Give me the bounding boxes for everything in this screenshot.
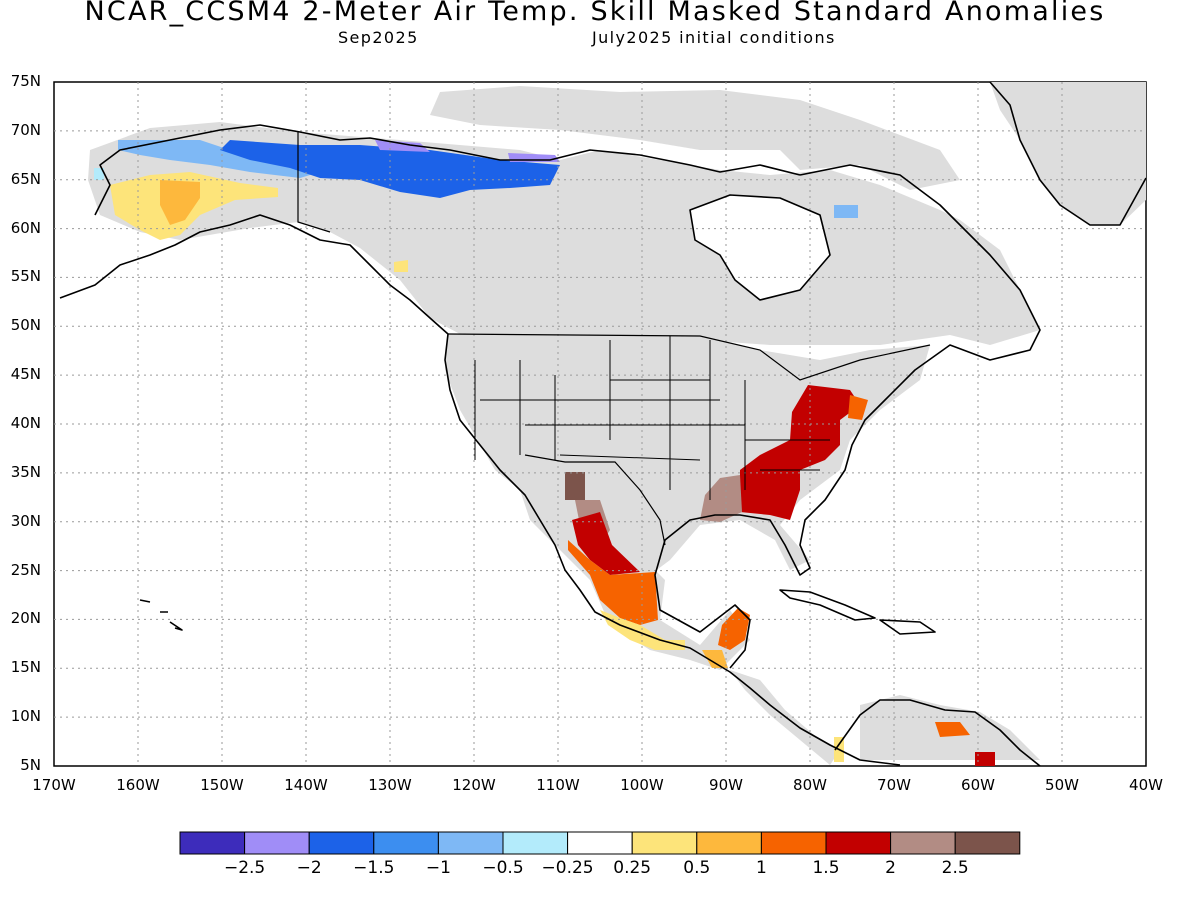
coastline-greenland xyxy=(989,81,1147,226)
anom-alaska-light-blue xyxy=(118,140,320,178)
lat-tick-label: 50N xyxy=(10,316,41,335)
mask-arctic-archipelago xyxy=(430,86,960,190)
anom-sa-red xyxy=(975,752,995,766)
political-borders xyxy=(297,132,931,546)
anom-southeast-red xyxy=(740,385,860,520)
anom-mexico-red xyxy=(572,512,640,575)
lon-tick-label: 60W xyxy=(961,776,995,794)
lat-tick-label: 45N xyxy=(10,365,41,384)
anom-mackenzie-purple xyxy=(375,140,430,152)
mask-greenland xyxy=(990,82,1146,225)
lat-lon-grid xyxy=(54,82,1146,766)
colorbar-tick-label: 0.5 xyxy=(683,858,711,878)
colorbar-tick-label: −0.25 xyxy=(541,858,594,878)
lat-tick-label: 65N xyxy=(10,169,41,188)
anom-mississippi-brown xyxy=(700,475,742,522)
border-us-states xyxy=(474,336,830,500)
lat-tick-label: 15N xyxy=(10,658,41,677)
lat-tick-label: 5N xyxy=(20,756,41,774)
lat-tick-label: 40N xyxy=(10,414,41,432)
colorbar-tick-label: −1.5 xyxy=(353,858,395,878)
anom-yukon-blue xyxy=(220,140,560,198)
lat-tick-label: 70N xyxy=(10,120,41,139)
colorbar-tick-label: −1 xyxy=(425,858,451,878)
colorbar-tick-label: −2.5 xyxy=(223,858,266,878)
anom-alaska-orange xyxy=(160,180,200,225)
colorbar-tick-label: −0.5 xyxy=(482,858,524,878)
coastline-bering xyxy=(94,124,801,216)
lon-tick-label: 40W xyxy=(1129,776,1163,794)
lon-tick-label: 90W xyxy=(709,776,743,794)
border-alaska-canada xyxy=(297,132,331,233)
lon-tick-label: 160W xyxy=(116,776,160,794)
lon-tick-label: 140W xyxy=(284,776,328,794)
anom-caribbean-orange xyxy=(935,722,970,737)
coastline-hispaniola xyxy=(879,619,936,635)
lat-tick-label: 35N xyxy=(10,462,41,481)
coastline-hudson-bay xyxy=(689,194,831,301)
colorbar-tick-label: 1 xyxy=(755,858,767,878)
lon-tick-label: 130W xyxy=(368,776,412,794)
map-title: NCAR_CCSM4 2-Meter Air Temp. Skill Maske… xyxy=(84,0,1106,27)
coastline-alaska xyxy=(59,214,901,766)
border-us-canada xyxy=(447,333,931,381)
lon-tick-label: 120W xyxy=(452,776,496,794)
anom-yucatan-orange xyxy=(718,608,750,650)
coastline-hawaii xyxy=(139,599,183,631)
lon-tick-label: 70W xyxy=(877,776,911,794)
lon-tick-label: 50W xyxy=(1045,776,1079,794)
lat-tick-label: 20N xyxy=(10,609,41,628)
colorbar-tick-label: 0.25 xyxy=(613,858,652,878)
lat-tick-label: 10N xyxy=(10,707,41,726)
coastline-south-america xyxy=(834,699,1041,767)
colorbar-tick-label: 2.5 xyxy=(941,858,969,878)
mask-hudson-bay-cutout-outline xyxy=(690,195,830,300)
lat-tick-label: 30N xyxy=(10,511,41,530)
init-conditions-label: July2025 initial conditions xyxy=(592,28,836,47)
lat-tick-label: 75N xyxy=(10,72,41,90)
lat-tick-label: 25N xyxy=(10,560,41,579)
anom-bc-yellow xyxy=(394,260,408,272)
anom-sw-dark-brown xyxy=(565,472,585,500)
lon-tick-label: 150W xyxy=(200,776,244,794)
anom-mexico-orange xyxy=(568,540,658,625)
lon-tick-label: 80W xyxy=(793,776,827,794)
colorbar-tick-label: −2 xyxy=(296,858,322,878)
anom-ne-orange xyxy=(848,395,868,420)
lat-tick-label: 55N xyxy=(10,267,41,286)
coastline-labrador xyxy=(654,164,1041,669)
lat-tick-label: 60N xyxy=(10,218,41,237)
lon-tick-label: 100W xyxy=(620,776,664,794)
anom-quebec-blue xyxy=(834,205,858,218)
lon-tick-label: 170W xyxy=(32,776,76,794)
lon-tick-label: 110W xyxy=(536,776,580,794)
coastlines xyxy=(59,81,1147,767)
colorbar-tick-label: 2 xyxy=(885,858,896,878)
border-us-mexico xyxy=(524,454,666,546)
colorbar-tick-label: 1.5 xyxy=(812,858,840,878)
anom-central-am-yellow xyxy=(702,650,728,668)
coastline-cuba xyxy=(779,589,876,621)
valid-month-label: Sep2025 xyxy=(338,28,419,47)
anom-alaska-pale-blue xyxy=(94,168,104,180)
